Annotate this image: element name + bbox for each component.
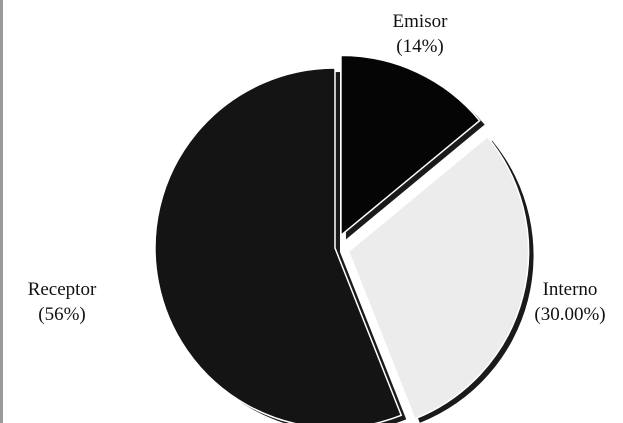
slice-label-emisor: Emisor: [393, 11, 449, 32]
slice-label-interno: Interno: [543, 279, 598, 300]
pie-slice-emisor: [340, 54, 481, 237]
slice-value-emisor: (14%): [396, 36, 443, 57]
pie-slice-interno: [347, 135, 530, 420]
slice-label-receptor: Receptor: [28, 279, 97, 300]
left-border-line: [0, 0, 3, 423]
slice-value-receptor: (56%): [38, 304, 85, 325]
pie-labels: Emisor (14%) Interno (30.00%) Receptor (…: [28, 11, 606, 325]
slice-value-interno: (30.00%): [534, 304, 605, 325]
pie-slices: [154, 54, 534, 423]
pie-slice-receptor: [154, 67, 403, 423]
